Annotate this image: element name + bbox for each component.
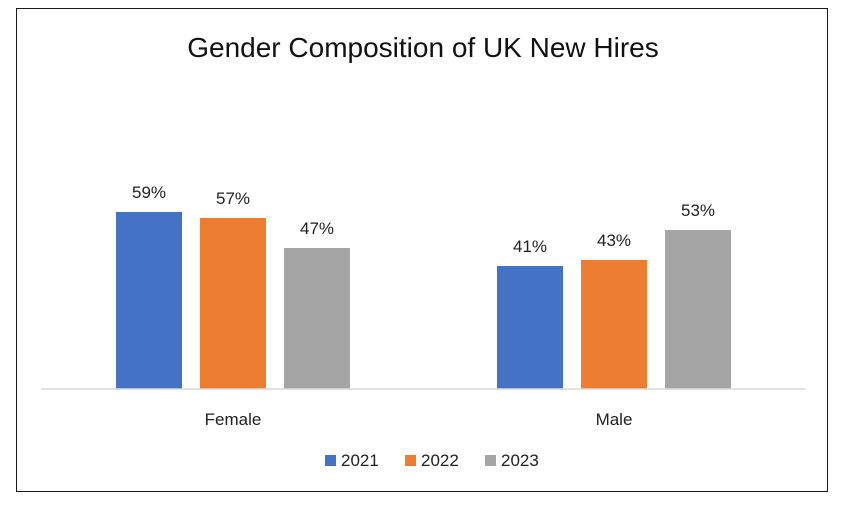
legend-label-2021: 2021	[341, 451, 379, 470]
category-labels: Female Male	[205, 410, 633, 429]
data-label-male-2022: 43%	[597, 231, 631, 250]
legend-swatch-2022	[405, 455, 416, 466]
legend-swatch-2021	[325, 455, 336, 466]
data-label-male-2023: 53%	[681, 201, 715, 220]
bar-male-2022	[581, 260, 647, 389]
bar-chart: Gender Composition of UK New Hires 59% 57…	[41, 32, 805, 470]
data-label-female-2021: 59%	[132, 183, 166, 202]
legend: 2021 2022 2023	[325, 451, 539, 470]
bar-female-2022	[200, 218, 266, 389]
bar-female-2023	[284, 248, 350, 389]
data-label-female-2023: 47%	[300, 219, 334, 238]
legend-label-2022: 2022	[421, 451, 459, 470]
legend-label-2023: 2023	[501, 451, 539, 470]
chart-title: Gender Composition of UK New Hires	[187, 32, 659, 63]
bars-group: 59% 57% 47% 41% 43% 53%	[116, 183, 731, 389]
data-label-female-2022: 57%	[216, 189, 250, 208]
bar-male-2021	[497, 266, 563, 389]
bar-female-2021	[116, 212, 182, 389]
legend-swatch-2023	[485, 455, 496, 466]
chart-frame: Gender Composition of UK New Hires 59% 57…	[16, 8, 828, 492]
category-label-male: Male	[596, 410, 633, 429]
category-label-female: Female	[205, 410, 262, 429]
bar-male-2023	[665, 230, 731, 389]
data-label-male-2021: 41%	[513, 237, 547, 256]
